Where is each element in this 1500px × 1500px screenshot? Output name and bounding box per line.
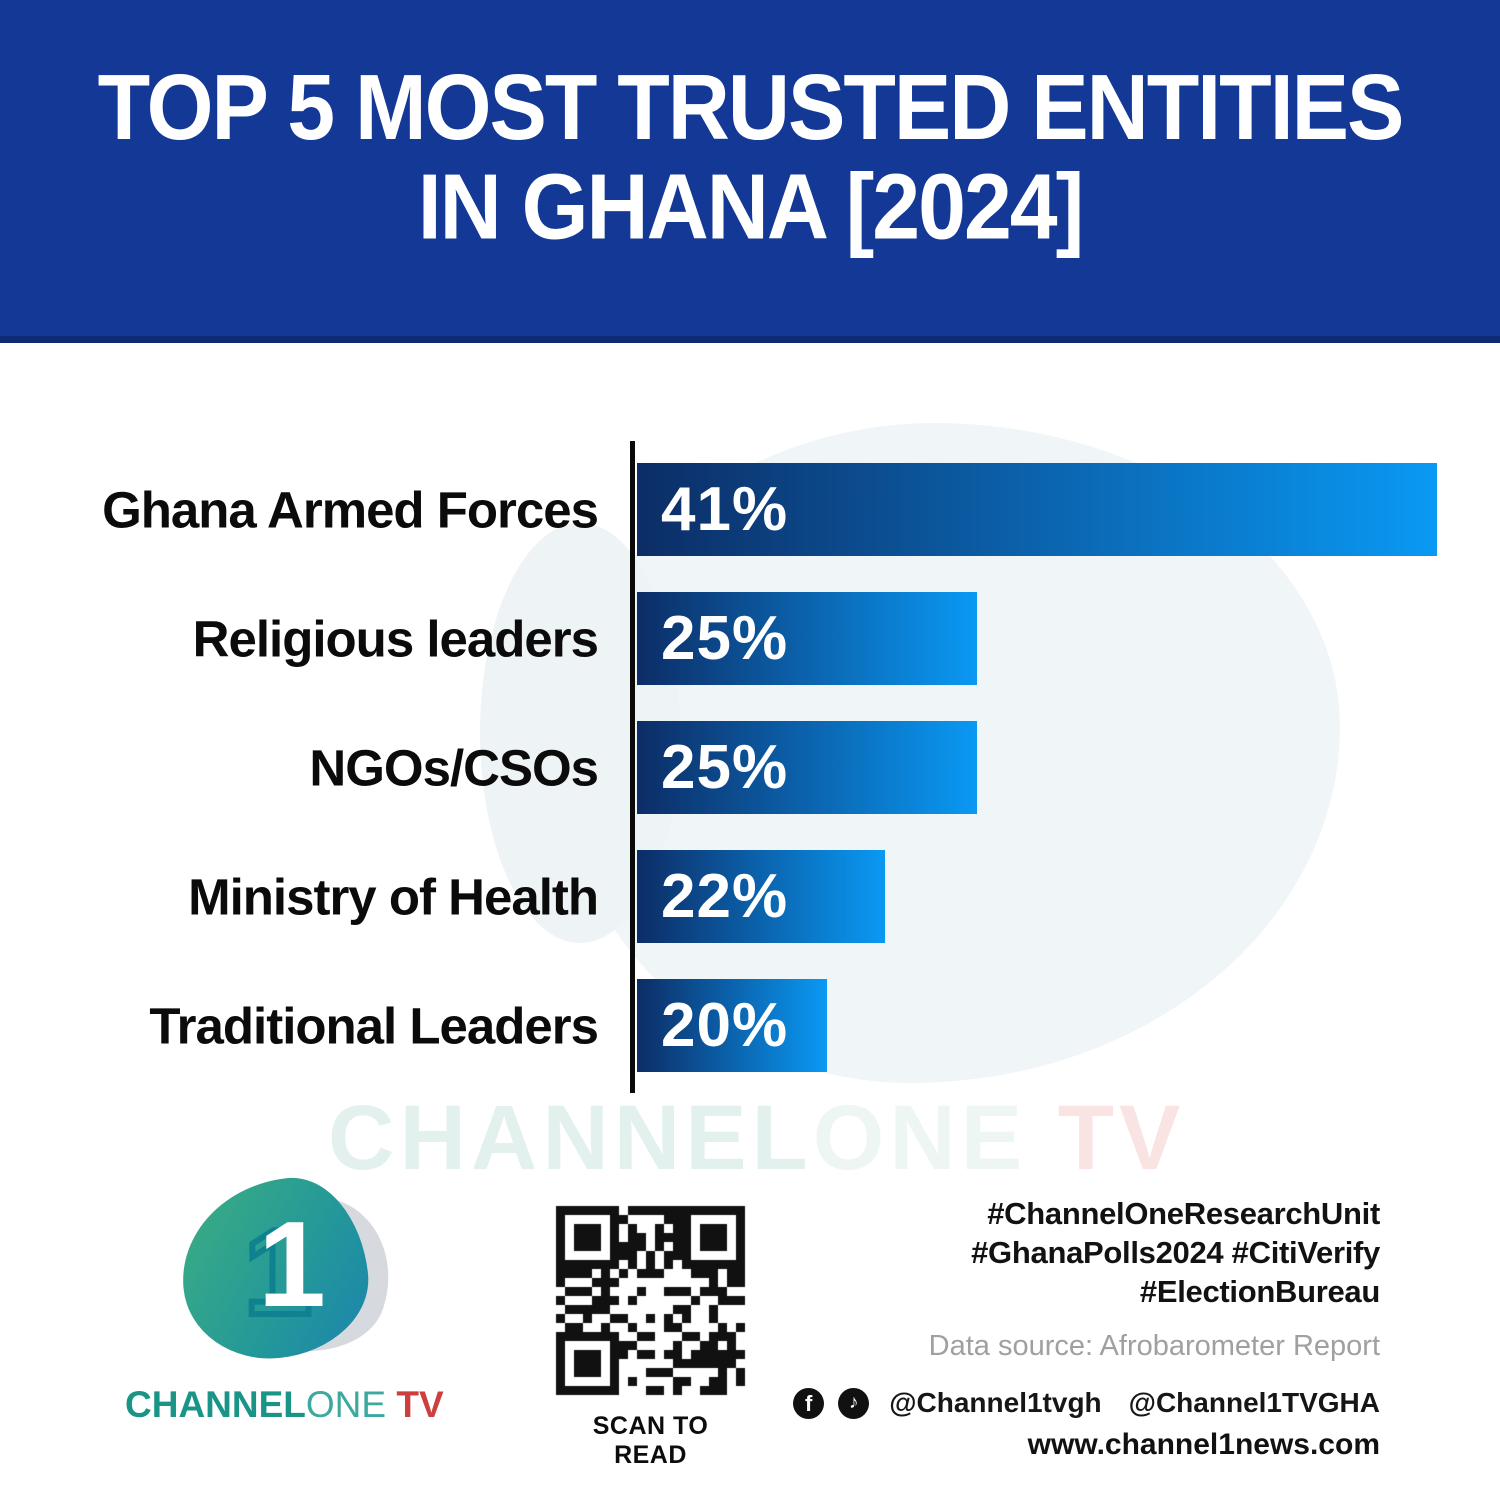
wordmark-tv: TV bbox=[386, 1384, 444, 1425]
bar-row: Traditional Leaders 20% bbox=[0, 979, 1500, 1072]
channel-one-watermark: CHANNELONE TV bbox=[328, 1086, 1185, 1191]
bar-row: Religious leaders 25% bbox=[0, 592, 1500, 685]
bar-row: Ghana Armed Forces 41% bbox=[0, 463, 1500, 556]
website-url: www.channel1news.com bbox=[1027, 1428, 1380, 1461]
logo-artwork: 1 1 bbox=[160, 1170, 411, 1377]
wordmark-one: ONE bbox=[305, 1384, 387, 1425]
page-title: TOP 5 MOST TRUSTED ENTITIES IN GHANA [20… bbox=[97, 55, 1405, 259]
hashtag-line-2: #GhanaPolls2024 #CitiVerify bbox=[971, 1235, 1380, 1270]
bar: 41% bbox=[637, 463, 1437, 556]
category-label: Ministry of Health bbox=[188, 868, 599, 925]
qr-section: SCAN TO READ bbox=[553, 1203, 748, 1470]
chart-axis bbox=[630, 441, 635, 1093]
bar-row: NGOs/CSOs 25% bbox=[0, 721, 1500, 814]
handle-x: @Channel1TVGHA bbox=[1128, 1387, 1380, 1418]
data-source-text: Data source: Afrobarometer Report bbox=[928, 1330, 1380, 1362]
bar-row: Ministry of Health 22% bbox=[0, 850, 1500, 943]
category-label: Traditional Leaders bbox=[149, 997, 599, 1054]
category-label: Ghana Armed Forces bbox=[102, 481, 599, 538]
tiktok-icon: ♪ bbox=[838, 1387, 870, 1419]
bar: 25% bbox=[637, 592, 977, 685]
qr-caption: SCAN TO READ bbox=[592, 1412, 709, 1469]
bar-value-label: 20% bbox=[661, 991, 789, 1060]
watermark-channel: CHANNEL bbox=[328, 1087, 813, 1189]
category-label: NGOs/CSOs bbox=[309, 739, 599, 796]
logo-digit-outline: 1 bbox=[241, 1201, 315, 1343]
qr-code bbox=[553, 1203, 748, 1398]
bar-value-label: 25% bbox=[661, 604, 789, 673]
bar-chart: Ghana Armed Forces 41% Religious leaders 25… bbox=[0, 343, 1500, 1103]
wordmark-channel: CHANNEL bbox=[125, 1384, 306, 1425]
facebook-icon: f bbox=[793, 1387, 825, 1419]
hashtag-line-1: #ChannelOneResearchUnit bbox=[987, 1196, 1380, 1231]
footer-info-column: #ChannelOneResearchUnit #GhanaPolls2024 … bbox=[793, 1194, 1380, 1462]
logo-digit: 1 bbox=[258, 1196, 326, 1332]
bar: 22% bbox=[637, 850, 885, 943]
header-banner: TOP 5 MOST TRUSTED ENTITIES IN GHANA [20… bbox=[0, 0, 1500, 343]
logo-wordmark: CHANNELONE TV bbox=[125, 1384, 444, 1426]
category-label: Religious leaders bbox=[192, 610, 599, 667]
bar-value-label: 41% bbox=[661, 475, 789, 544]
social-row: f ♪ @Channel1tvgh @Channel1TVGHA bbox=[793, 1387, 1380, 1419]
page-title-line1: TOP 5 MOST TRUSTED ENTITIES bbox=[97, 55, 1405, 160]
page-title-line2: IN GHANA [2024] bbox=[417, 155, 1085, 259]
watermark-one: ONE bbox=[812, 1087, 1028, 1189]
bar-value-label: 22% bbox=[661, 862, 789, 931]
bar: 25% bbox=[637, 721, 977, 814]
hashtag-line-3: #ElectionBureau bbox=[1139, 1274, 1380, 1309]
bar: 20% bbox=[637, 979, 827, 1072]
channel-one-logo: 1 1 CHANNELONE TV bbox=[125, 1170, 444, 1426]
watermark-tv: TV bbox=[1027, 1087, 1186, 1189]
bar-value-label: 25% bbox=[661, 733, 789, 802]
handle-main: @Channel1tvgh bbox=[889, 1387, 1102, 1418]
